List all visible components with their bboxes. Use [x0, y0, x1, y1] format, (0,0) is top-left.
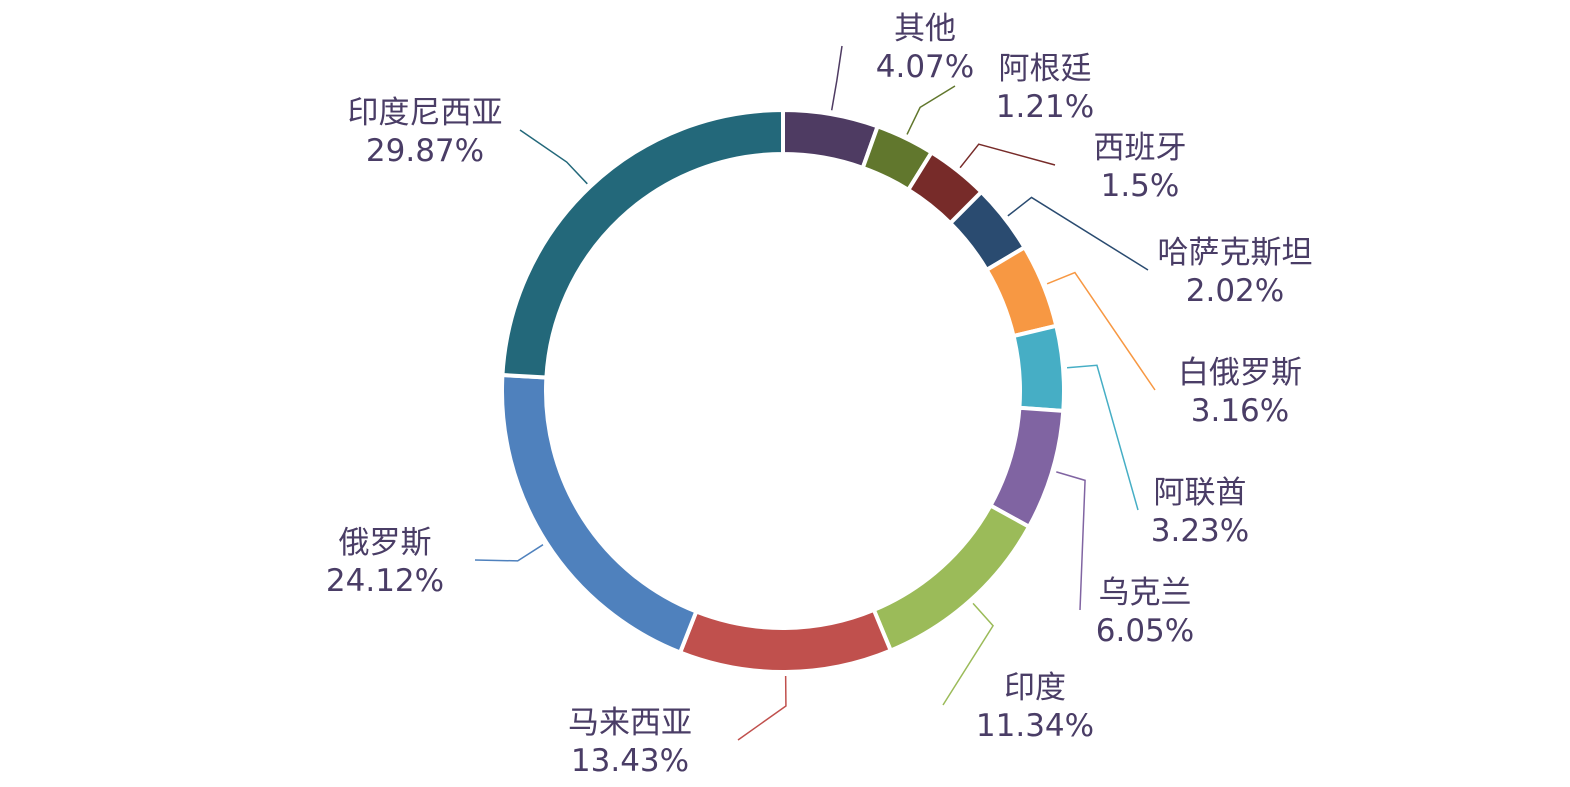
- slice-label-value-5: 3.23%: [1151, 513, 1249, 549]
- slice-label-value-3: 2.02%: [1186, 273, 1284, 309]
- slice-label-name-0: 其他: [894, 11, 956, 47]
- slice-label-value-1: 1.21%: [996, 89, 1094, 125]
- leader-line-5: [1066, 364, 1139, 511]
- leader-line-3: [1007, 196, 1149, 271]
- leader-line-6: [1056, 471, 1086, 611]
- slice-label-name-4: 白俄罗斯: [1178, 355, 1302, 391]
- slice-9: [500, 372, 699, 656]
- leader-lines: [474, 45, 1156, 741]
- slice-label-name-9: 俄罗斯: [339, 525, 432, 561]
- slice-label-name-3: 哈萨克斯坦: [1158, 235, 1313, 271]
- slice-label-name-6: 乌克兰: [1099, 575, 1192, 611]
- slice-10: [500, 107, 785, 380]
- slice-6: [987, 405, 1066, 530]
- slice-label-name-1: 阿根廷: [999, 51, 1092, 87]
- slice-label-name-8: 马来西亚: [568, 705, 692, 741]
- leader-line-0: [830, 45, 843, 111]
- leader-line-10: [519, 129, 588, 185]
- leader-line-9: [474, 544, 544, 562]
- leader-line-1: [906, 85, 956, 135]
- slice-label-value-8: 13.43%: [571, 743, 689, 779]
- slice-label-value-2: 1.5%: [1101, 168, 1180, 204]
- leader-line-4: [1046, 271, 1156, 391]
- donut-segments: [500, 107, 1066, 674]
- slice-8: [677, 607, 894, 674]
- slice-0: [781, 107, 881, 171]
- slice-label-name-2: 西班牙: [1094, 130, 1187, 166]
- leader-line-7: [942, 602, 994, 706]
- slice-label-value-6: 6.05%: [1096, 613, 1194, 649]
- slice-label-name-5: 阿联酋: [1154, 475, 1247, 511]
- leader-line-8: [737, 675, 787, 741]
- slice-5: [1011, 323, 1066, 414]
- slice-label-value-10: 29.87%: [366, 133, 484, 169]
- leader-line-2: [959, 143, 1056, 169]
- slice-label-name-7: 印度: [1004, 670, 1066, 706]
- slice-label-value-7: 11.34%: [976, 708, 1094, 744]
- slice-label-value-0: 4.07%: [876, 49, 974, 85]
- slice-7: [871, 502, 1032, 654]
- slice-label-value-4: 3.16%: [1191, 393, 1289, 429]
- slice-label-name-10: 印度尼西亚: [348, 95, 503, 131]
- slice-label-value-9: 24.12%: [326, 563, 444, 599]
